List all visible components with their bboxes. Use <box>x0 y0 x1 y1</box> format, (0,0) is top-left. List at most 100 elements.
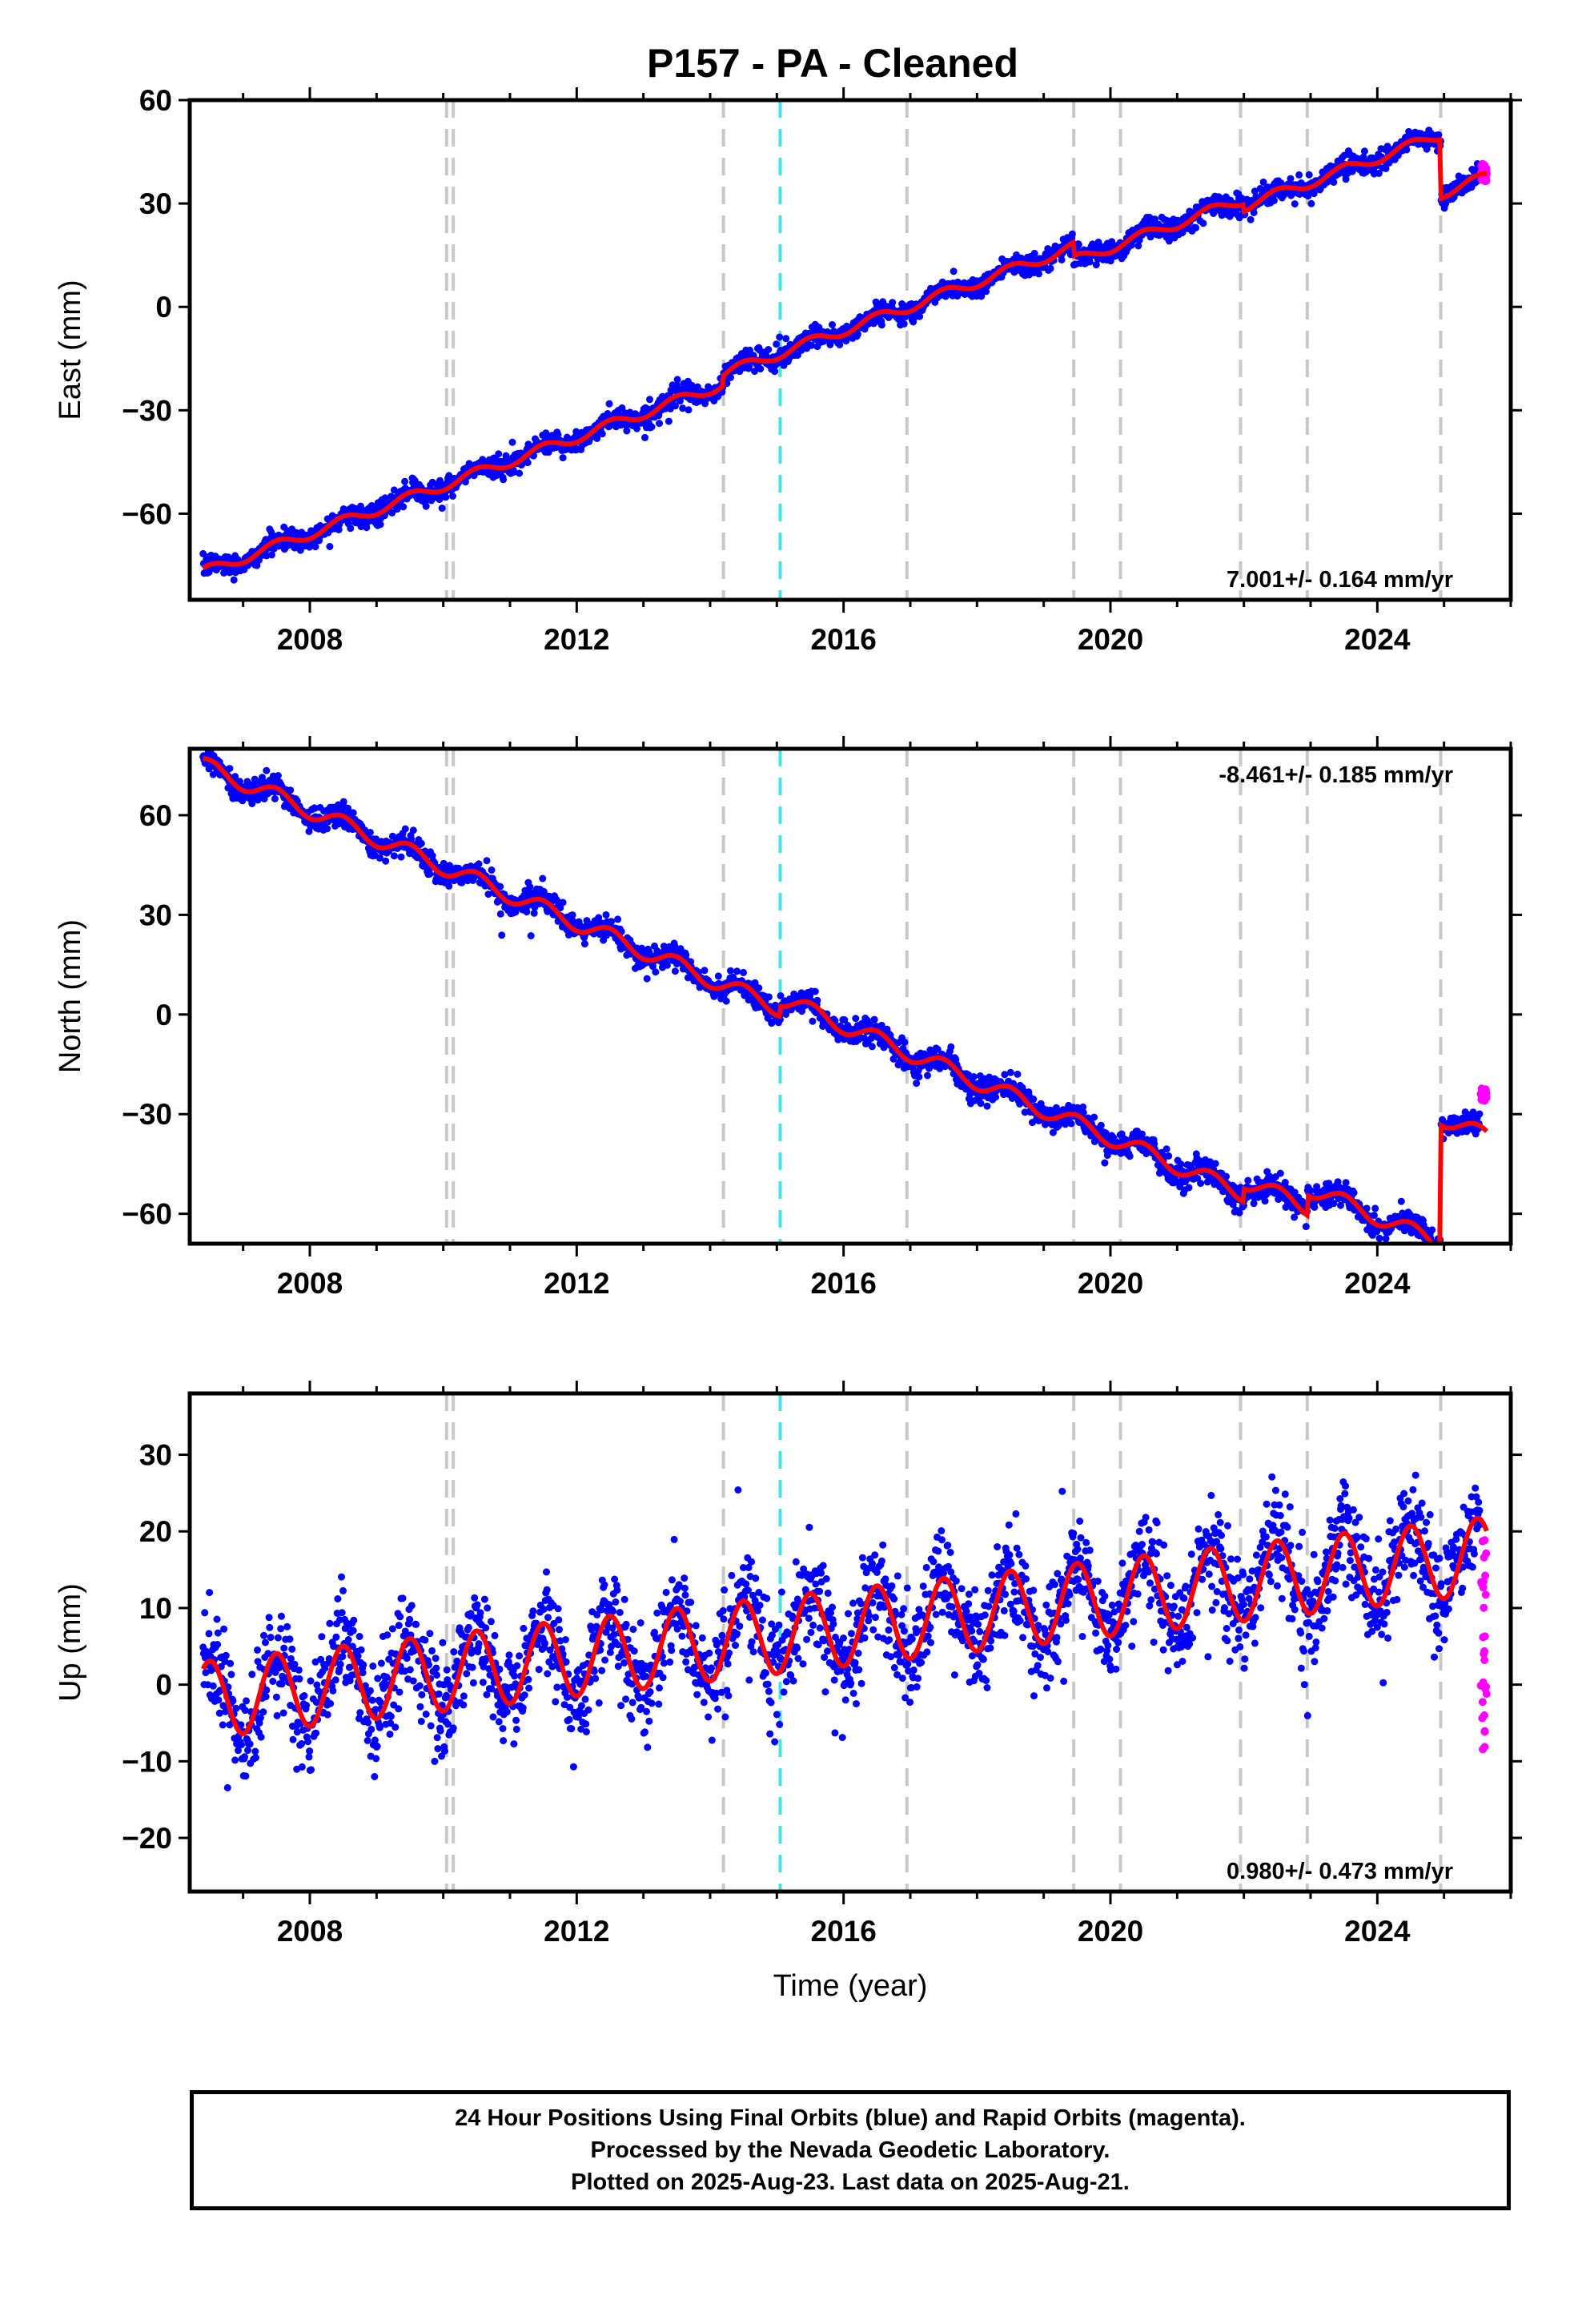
data-point <box>1403 146 1411 154</box>
data-point <box>1102 1129 1110 1137</box>
data-point <box>496 883 504 891</box>
data-point <box>1382 164 1390 172</box>
data-point <box>1423 1245 1431 1252</box>
data-point <box>393 505 401 513</box>
data-point <box>913 1080 921 1088</box>
data-point <box>292 529 300 537</box>
data-point <box>397 853 405 861</box>
data-point <box>836 341 844 348</box>
y-axis-label: North (mm) <box>54 919 87 1073</box>
y-tick-label: 30 <box>139 899 172 931</box>
data-point <box>223 1783 231 1791</box>
data-point <box>339 798 347 806</box>
data-point <box>263 552 271 560</box>
data-point <box>811 987 819 995</box>
data-point <box>263 766 271 774</box>
data-point <box>1463 1128 1471 1136</box>
data-point <box>641 433 648 441</box>
data-point <box>215 1709 223 1717</box>
data-point <box>259 774 266 782</box>
data-point <box>1400 1227 1408 1235</box>
data-point <box>673 376 681 384</box>
data-point <box>1429 1246 1436 1253</box>
final-orbit-points <box>199 127 1484 584</box>
data-point <box>219 1721 227 1729</box>
data-point <box>1006 1068 1014 1076</box>
x-tick-label: 2012 <box>544 623 609 656</box>
data-point <box>992 1093 1000 1101</box>
data-point <box>746 346 753 354</box>
data-point <box>614 915 622 923</box>
data-point <box>483 857 491 865</box>
data-point <box>526 883 534 891</box>
data-point <box>983 1102 991 1110</box>
data-point <box>508 438 516 446</box>
data-point <box>722 997 730 1005</box>
data-point <box>809 1017 817 1025</box>
data-point <box>559 454 567 462</box>
data-point <box>408 835 416 843</box>
data-point <box>1162 1145 1170 1153</box>
data-point <box>1330 179 1338 186</box>
data-point <box>1310 190 1318 198</box>
data-point <box>1021 1108 1029 1116</box>
y-tick-label: −60 <box>122 497 172 530</box>
plot-frame <box>187 746 1513 1246</box>
data-point <box>1295 171 1303 179</box>
data-point <box>773 340 781 348</box>
data-point <box>338 806 346 814</box>
data-point <box>401 477 409 485</box>
data-point <box>1177 1160 1185 1168</box>
data-point <box>1370 1212 1378 1220</box>
data-point <box>646 396 653 404</box>
data-point <box>771 368 779 376</box>
data-point <box>757 365 765 373</box>
data-point <box>1287 175 1295 183</box>
data-point <box>841 1016 849 1024</box>
y-tick-label: 60 <box>139 799 172 832</box>
x-tick-label: 2024 <box>1344 1267 1411 1300</box>
data-point <box>381 494 389 502</box>
data-point <box>236 778 243 786</box>
data-point <box>1197 1180 1205 1188</box>
data-point <box>1192 223 1200 231</box>
data-point <box>765 346 773 353</box>
data-point <box>311 804 319 812</box>
data-point <box>977 1100 985 1108</box>
data-point <box>1101 1159 1109 1167</box>
data-point <box>1247 215 1255 223</box>
data-point <box>232 1704 240 1712</box>
data-point <box>516 469 524 477</box>
data-point <box>1291 200 1299 208</box>
data-point <box>1074 241 1082 248</box>
data-point <box>235 1747 242 1755</box>
data-point <box>1138 1130 1146 1138</box>
data-point <box>227 1659 235 1667</box>
data-point <box>554 431 562 439</box>
data-point <box>248 800 256 807</box>
x-tick-label: 2020 <box>1078 1267 1143 1300</box>
data-point <box>1261 1197 1269 1205</box>
data-point <box>868 1043 876 1051</box>
data-point <box>422 502 430 510</box>
data-point <box>633 424 640 432</box>
data-point <box>1126 1152 1134 1160</box>
data-point <box>1291 1213 1299 1221</box>
data-point <box>813 996 821 1004</box>
data-point <box>889 299 897 307</box>
data-point <box>740 968 747 976</box>
rapid-orbit-points <box>1476 1084 1491 1105</box>
data-point <box>916 312 924 320</box>
data-point <box>714 972 722 980</box>
data-point <box>671 402 679 410</box>
data-point <box>1337 1201 1344 1209</box>
data-point <box>593 435 601 442</box>
data-point <box>1307 199 1315 207</box>
data-point <box>877 321 885 329</box>
data-point <box>1360 147 1368 155</box>
data-point <box>401 825 409 833</box>
data-point <box>230 576 238 584</box>
